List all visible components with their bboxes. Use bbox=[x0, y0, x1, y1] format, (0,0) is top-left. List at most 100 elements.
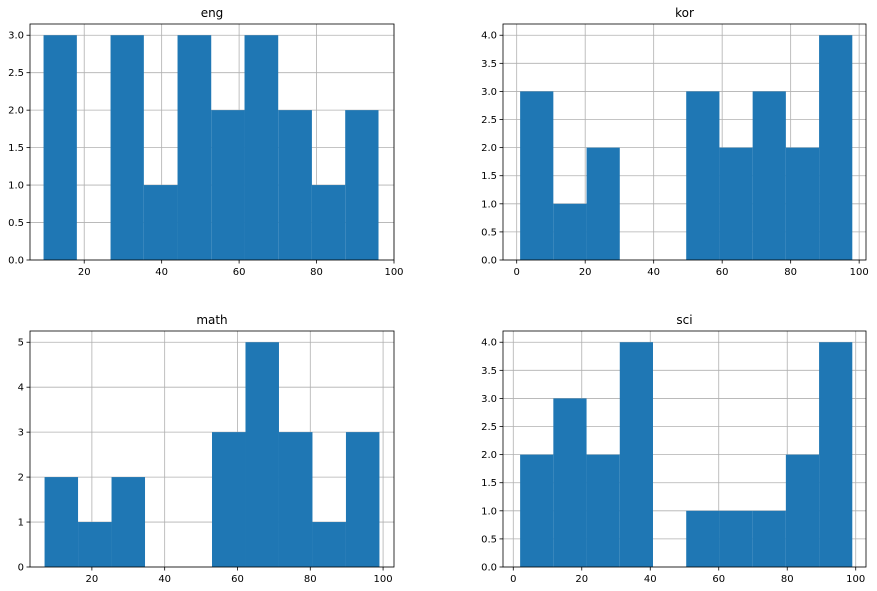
histogram-bar bbox=[278, 110, 312, 261]
y-tick-label: 3.5 bbox=[481, 59, 497, 70]
y-tick-label: 2.5 bbox=[481, 422, 497, 433]
x-tick-label: 20 bbox=[78, 267, 91, 278]
x-tick-label: 40 bbox=[155, 267, 168, 278]
histogram-bar bbox=[111, 477, 146, 567]
y-tick-label: 2.0 bbox=[481, 450, 497, 461]
histogram-bar bbox=[586, 147, 620, 260]
subplot-math: 20 40 60 80 100 0 1 2 3 4 5 math bbox=[18, 313, 395, 585]
y-tick-label: 2.0 bbox=[481, 143, 497, 154]
subplot-title: eng bbox=[201, 6, 224, 20]
x-tick-label: 100 bbox=[374, 574, 393, 585]
y-tick-label: 1.0 bbox=[481, 506, 497, 517]
x-tick-label: 100 bbox=[384, 267, 403, 278]
x-tick-label: 80 bbox=[304, 574, 317, 585]
y-tick-label: 2.5 bbox=[8, 68, 24, 79]
y-tick-label: 0.0 bbox=[481, 256, 497, 267]
x-tick-label: 20 bbox=[86, 574, 99, 585]
histogram-bar bbox=[553, 398, 587, 567]
x-tick-label: 20 bbox=[575, 574, 588, 585]
histogram-bar bbox=[212, 432, 246, 567]
y-tick-label: 1.0 bbox=[481, 199, 497, 210]
y-tick-label: 2.5 bbox=[481, 115, 497, 126]
histogram-bar bbox=[619, 342, 653, 567]
histogram-bar bbox=[819, 342, 853, 567]
histogram-bar bbox=[719, 147, 753, 260]
y-tick-label: 1.5 bbox=[481, 478, 497, 489]
axes-frame bbox=[29, 330, 395, 568]
subplot-sci: 0 20 40 60 80 100 0.0 0.5 1.0 1.5 2.0 2.5 3.0 3.5 4.0 s… bbox=[481, 313, 867, 585]
histogram-bar bbox=[719, 510, 753, 567]
histogram-bar bbox=[311, 185, 346, 260]
y-tick-label: 2.0 bbox=[8, 106, 24, 117]
y-tick-label: 0.5 bbox=[8, 218, 24, 229]
x-tick-label: 80 bbox=[310, 267, 323, 278]
histogram-bar bbox=[78, 522, 112, 567]
histogram-bar bbox=[245, 342, 279, 567]
y-tick-label: 3.0 bbox=[481, 87, 497, 98]
y-tick-label: 0.0 bbox=[481, 563, 497, 574]
subplot-title: math bbox=[196, 313, 227, 327]
histogram-bar bbox=[177, 35, 212, 260]
y-tick-label: 5 bbox=[18, 338, 24, 349]
y-tick-label: 2 bbox=[18, 473, 24, 484]
histogram-bar bbox=[785, 147, 820, 260]
y-tick-label: 1.5 bbox=[8, 143, 24, 154]
histogram-bar bbox=[110, 35, 144, 260]
subplot-title: sci bbox=[676, 313, 692, 327]
histogram-bar bbox=[553, 203, 587, 260]
histogram-bar bbox=[819, 35, 853, 260]
y-tick-label: 4 bbox=[18, 383, 24, 394]
histogram-bar bbox=[586, 454, 620, 567]
x-tick-label: 100 bbox=[846, 574, 865, 585]
y-tick-label: 3.0 bbox=[481, 394, 497, 405]
histogram-bar bbox=[43, 35, 77, 260]
histogram-bar bbox=[312, 522, 346, 567]
histogram-bar bbox=[520, 91, 554, 260]
x-tick-label: 100 bbox=[850, 267, 869, 278]
y-tick-label: 1.5 bbox=[481, 171, 497, 182]
y-tick-label: 0.5 bbox=[481, 534, 497, 545]
histogram-bar bbox=[520, 454, 554, 567]
x-tick-label: 40 bbox=[644, 574, 657, 585]
y-tick-label: 0.0 bbox=[8, 256, 24, 267]
x-tick-label: 20 bbox=[579, 267, 592, 278]
histogram-bar bbox=[752, 510, 786, 567]
x-tick-label: 80 bbox=[784, 267, 797, 278]
histogram-bar bbox=[244, 35, 279, 260]
histogram-bar bbox=[211, 110, 245, 261]
histogram-bar bbox=[752, 91, 786, 260]
x-tick-label: 60 bbox=[231, 574, 244, 585]
y-tick-label: 3.5 bbox=[481, 366, 497, 377]
axes-frame bbox=[502, 330, 867, 568]
y-tick-label: 3.0 bbox=[8, 31, 24, 42]
x-tick-label: 60 bbox=[712, 574, 725, 585]
x-tick-label: 40 bbox=[647, 267, 660, 278]
axes-frame bbox=[502, 23, 867, 261]
y-tick-label: 0 bbox=[18, 563, 24, 574]
axes-frame bbox=[29, 23, 395, 261]
histogram-bar bbox=[278, 432, 313, 567]
subplot-eng: 20 40 60 80 100 0.0 0.5 1.0 1.5 2.0 2.5 3.0 eng bbox=[8, 6, 403, 278]
subplot-title: kor bbox=[675, 6, 694, 20]
x-tick-label: 0 bbox=[510, 574, 516, 585]
y-tick-label: 1 bbox=[18, 518, 24, 529]
histogram-bar bbox=[143, 185, 178, 260]
x-tick-label: 0 bbox=[514, 267, 520, 278]
histogram-bar bbox=[44, 477, 79, 567]
histogram-bar bbox=[345, 110, 379, 261]
x-tick-label: 80 bbox=[781, 574, 794, 585]
y-tick-label: 0.5 bbox=[481, 227, 497, 238]
histogram-bar bbox=[686, 91, 720, 260]
x-tick-label: 60 bbox=[716, 267, 729, 278]
y-tick-label: 1.0 bbox=[8, 181, 24, 192]
histogram-bar bbox=[686, 510, 720, 567]
y-tick-label: 3 bbox=[18, 428, 24, 439]
x-tick-label: 40 bbox=[158, 574, 171, 585]
histogram-bar bbox=[785, 454, 820, 567]
histogram-bar bbox=[345, 432, 380, 567]
subplot-kor: 0 20 40 60 80 100 0.0 0.5 1.0 1.5 2.0 2.5 3.0 3.5 4.0 k… bbox=[481, 6, 869, 278]
y-tick-label: 4.0 bbox=[481, 338, 497, 349]
x-tick-label: 60 bbox=[233, 267, 246, 278]
y-tick-label: 4.0 bbox=[481, 31, 497, 42]
